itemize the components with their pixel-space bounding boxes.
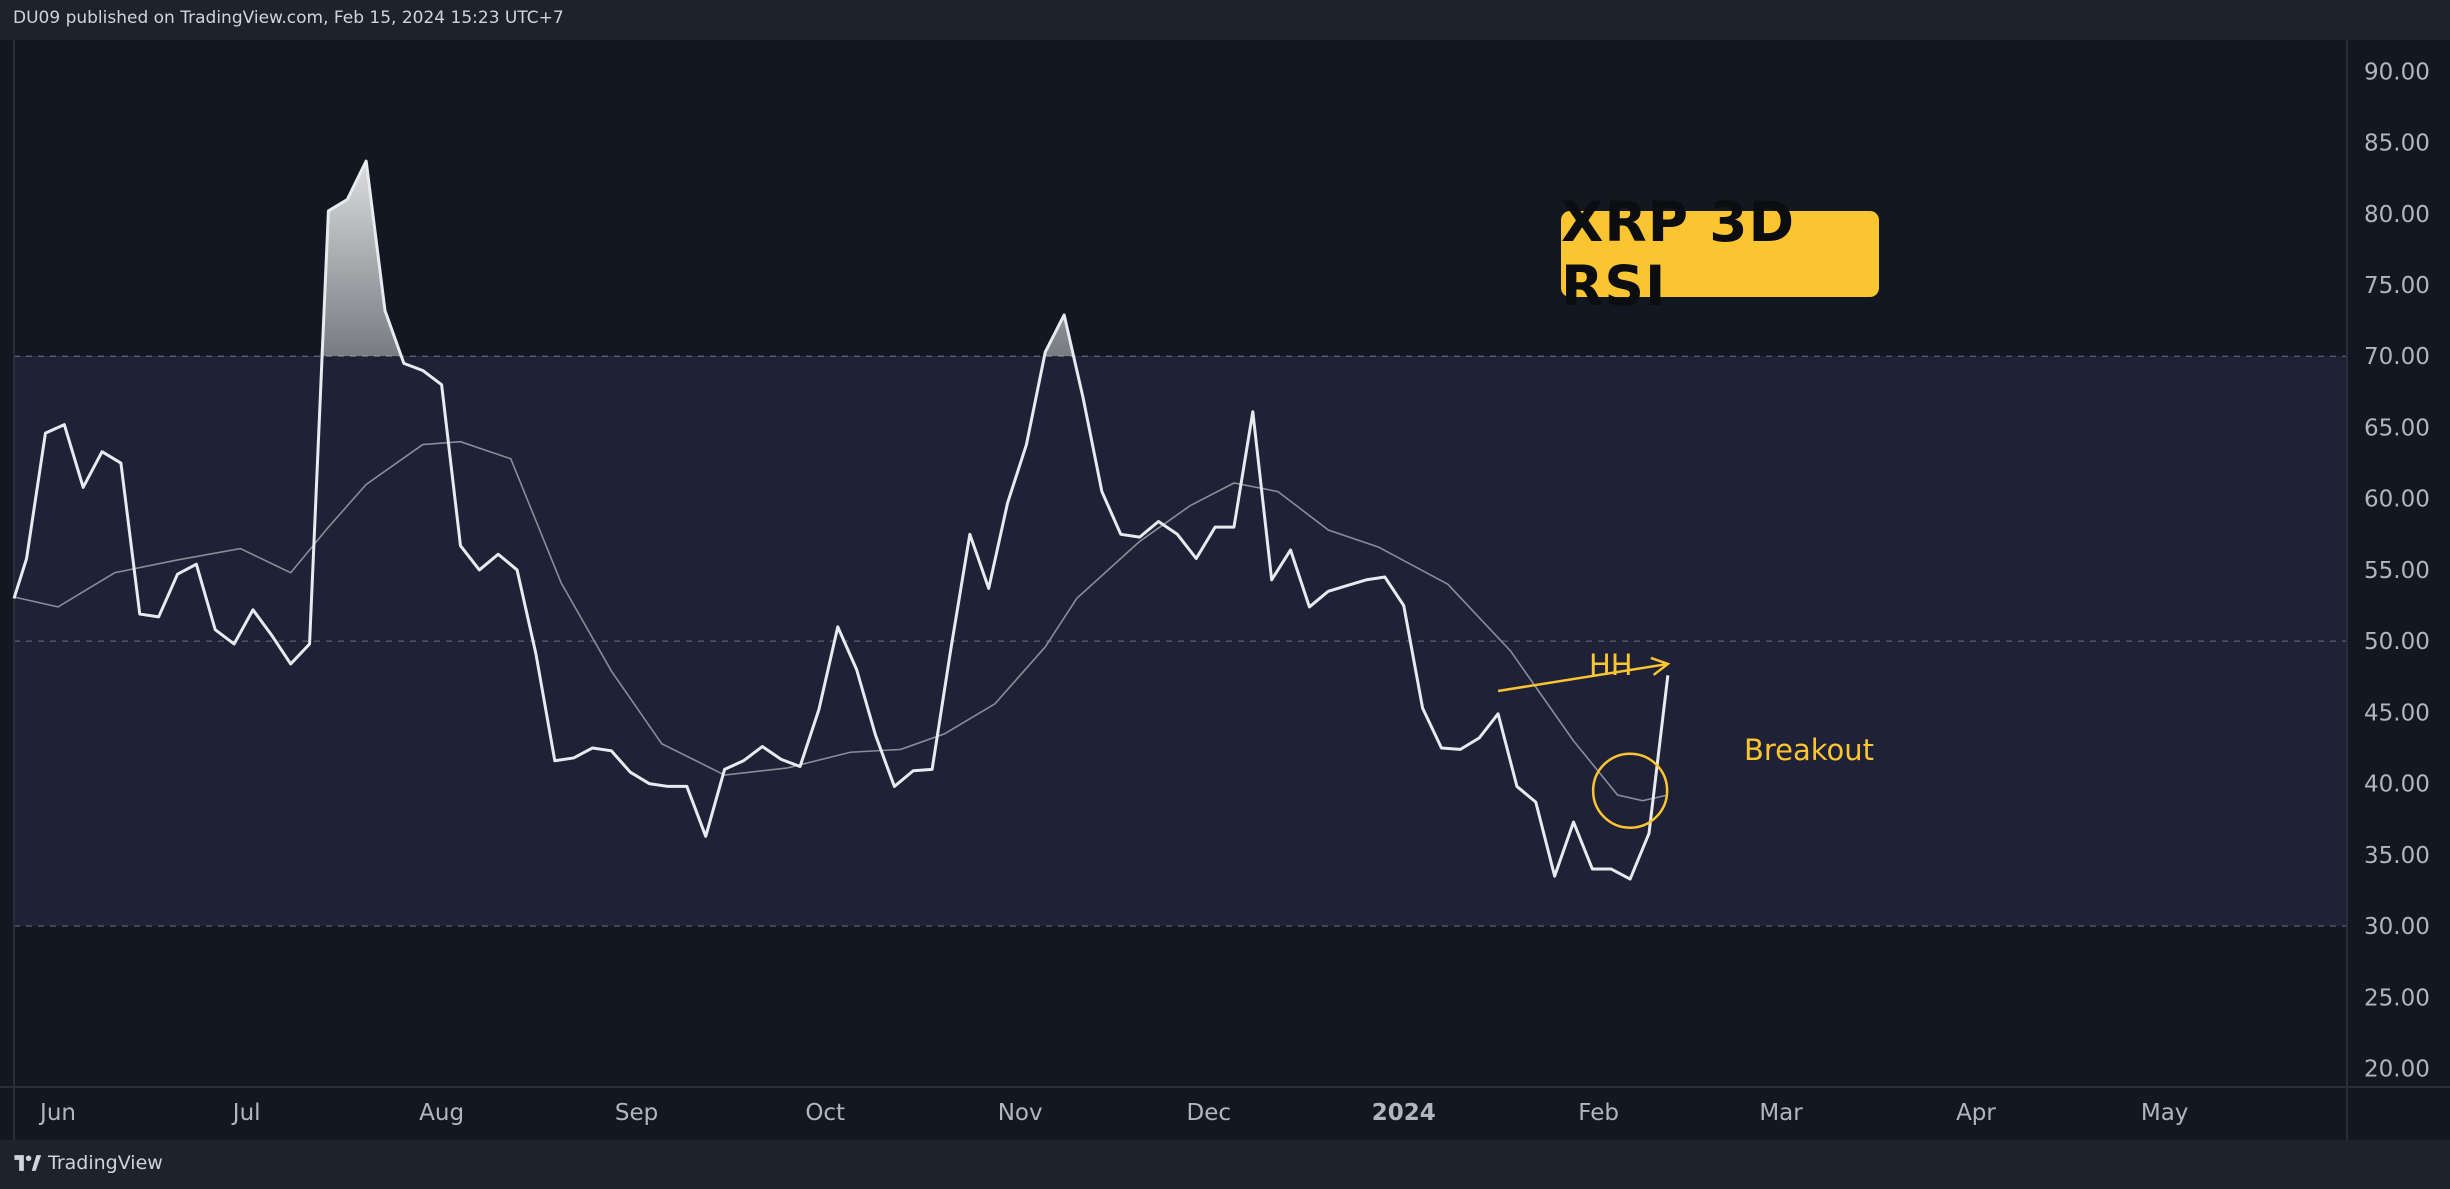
y-tick-label: 20.00 [2364,1056,2430,1082]
header-bar: DU09 published on TradingView.com, Feb 1… [0,0,2450,40]
rsi-line [12,159,1670,881]
x-tick-label: Apr [1956,1100,1996,1126]
rsi-chart[interactable]: 90.00 85.00 80.00 75.00 70.00 65.00 60.00 55.00… [0,0,2450,1140]
x-tick-label: 2024 [1372,1100,1436,1126]
tradingview-logo-icon [14,1155,42,1171]
y-tick-label: 45.00 [2364,700,2430,726]
chart-title-badge: XRP 3D RSI [1561,190,1879,318]
hh-arrow [1497,662,1669,693]
y-tick-label: 55.00 [2364,558,2430,584]
x-tick-label: Nov [998,1100,1043,1126]
annotation-hh-label: HH [1589,648,1633,682]
brand-name: TradingView [48,1152,163,1174]
x-tick-label: May [2141,1100,2189,1126]
x-tick-label: Feb [1578,1100,1619,1126]
x-tick-label: Jul [231,1100,261,1126]
rsi-ma-line [13,440,1669,802]
hh-arrowhead [1650,656,1671,676]
y-tick-label: 65.00 [2364,415,2430,441]
x-tick-label: Mar [1759,1100,1803,1126]
y-tick-label: 50.00 [2364,629,2430,655]
x-tick-label: Jun [38,1100,76,1126]
x-tick-label: Sep [615,1100,658,1126]
y-tick-label: 90.00 [2364,59,2430,85]
y-tick-label: 25.00 [2364,985,2430,1011]
y-tick-label: 40.00 [2364,772,2430,798]
x-tick-label: Oct [805,1100,845,1126]
y-tick-label: 75.00 [2364,273,2430,299]
annotation-breakout-label: Breakout [1744,733,1875,767]
x-tick-label: Dec [1187,1100,1232,1126]
y-tick-label: 70.00 [2364,344,2430,370]
y-tick-label: 60.00 [2364,487,2430,513]
y-tick-label: 30.00 [2364,914,2430,940]
y-tick-label: 85.00 [2364,131,2430,157]
footer-bar: TradingView [0,1140,2450,1189]
y-tick-label: 35.00 [2364,843,2430,869]
publisher-info: DU09 published on TradingView.com, Feb 1… [13,8,564,28]
tradingview-brand[interactable]: TradingView [12,1152,163,1174]
x-tick-label: Aug [419,1100,464,1126]
y-tick-label: 80.00 [2364,202,2430,228]
breakout-circle [1591,752,1669,829]
